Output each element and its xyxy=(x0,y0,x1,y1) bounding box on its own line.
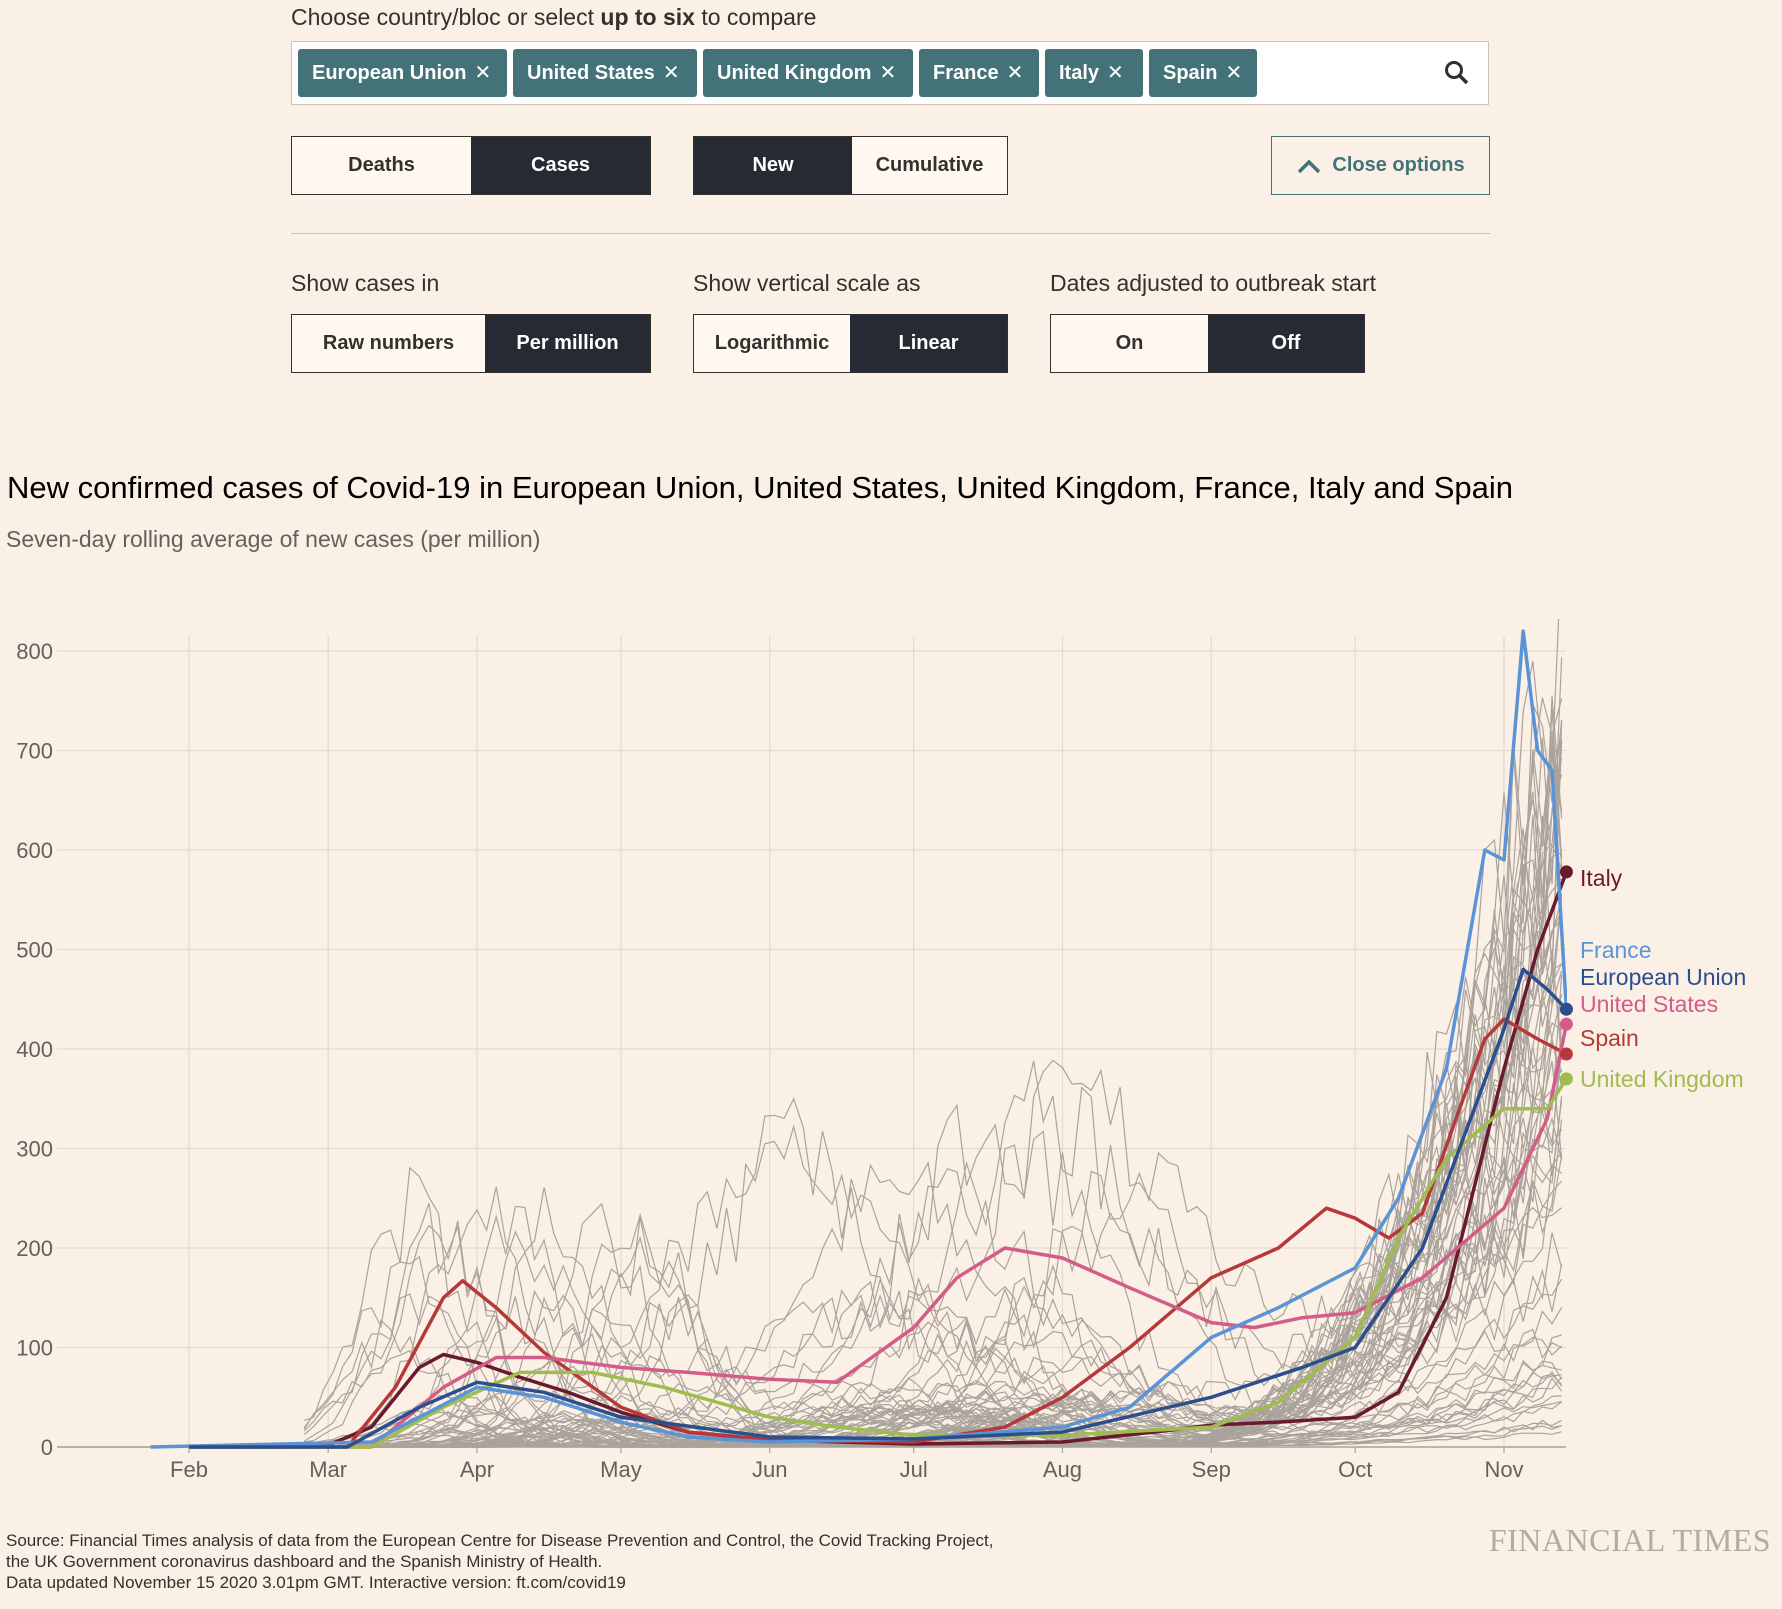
series-line-spain xyxy=(189,1017,1567,1449)
source-line: the UK Government coronavirus dashboard … xyxy=(6,1552,603,1571)
other-country-line xyxy=(303,1255,1562,1448)
deaths-button[interactable]: Deaths xyxy=(292,137,471,194)
y-tick-label: 700 xyxy=(16,739,53,764)
other-country-line xyxy=(304,725,1563,1448)
remove-icon[interactable]: ✕ xyxy=(1006,62,1024,84)
x-tick-label: Apr xyxy=(460,1457,494,1482)
y-tick-label: 100 xyxy=(16,1336,53,1361)
other-country-line xyxy=(304,657,1563,1448)
other-country-line xyxy=(303,1293,1563,1448)
tag-european-union[interactable]: European Union ✕ xyxy=(298,49,507,97)
other-country-line xyxy=(304,1117,1563,1448)
source-note: Source: Financial Times analysis of data… xyxy=(6,1530,993,1593)
other-country-line xyxy=(304,1049,1563,1448)
linear-button[interactable]: Linear xyxy=(850,315,1007,372)
tag-france[interactable]: France ✕ xyxy=(919,49,1039,97)
other-country-line xyxy=(304,774,1563,1448)
y-tick-label: 0 xyxy=(41,1435,53,1460)
scale-toggle[interactable]: Logarithmic Linear xyxy=(693,314,1008,373)
y-tick-label: 300 xyxy=(16,1137,53,1162)
other-country-line xyxy=(304,740,1563,1448)
close-options-button[interactable]: Close options xyxy=(1271,136,1490,195)
units-toggle[interactable]: Raw numbers Per million xyxy=(291,314,651,373)
close-options-label: Close options xyxy=(1332,154,1465,176)
y-tick-label: 500 xyxy=(16,938,53,963)
end-label-italy: Italy xyxy=(1580,865,1623,891)
other-country-line xyxy=(303,892,1563,1448)
x-tick-label: Mar xyxy=(309,1457,347,1482)
end-label-united-states: United States xyxy=(1580,991,1718,1017)
end-marker-united-states xyxy=(1559,1017,1573,1031)
chart-subtitle: Seven-day rolling average of new cases (… xyxy=(6,526,541,552)
other-country-line xyxy=(304,963,1562,1447)
search-icon[interactable] xyxy=(1444,60,1470,86)
tag-italy[interactable]: Italy ✕ xyxy=(1045,49,1143,97)
remove-icon[interactable]: ✕ xyxy=(474,62,492,84)
chart-title: New confirmed cases of Covid-19 in Europ… xyxy=(7,470,1514,505)
other-country-line xyxy=(304,994,1563,1448)
country-selector[interactable]: European Union ✕ United States ✕ United Ki… xyxy=(291,41,1489,105)
x-tick-label: Oct xyxy=(1338,1457,1372,1482)
y-tick-label: 200 xyxy=(16,1236,53,1261)
cases-button[interactable]: Cases xyxy=(471,137,650,194)
mode-toggle[interactable]: New Cumulative xyxy=(693,136,1008,195)
y-tick-label: 800 xyxy=(16,639,53,664)
end-marker-italy xyxy=(1559,865,1573,879)
end-label-france: France xyxy=(1580,937,1652,963)
adjusted-off-button[interactable]: Off xyxy=(1208,315,1364,372)
x-tick-label: Aug xyxy=(1043,1457,1082,1482)
x-tick-label: Jun xyxy=(752,1457,787,1482)
selector-prompt: Choose country/bloc or select up to six … xyxy=(291,4,817,30)
y-tick-label: 600 xyxy=(16,838,53,863)
scale-label: Show vertical scale as xyxy=(693,270,921,296)
other-country-line xyxy=(304,993,1563,1448)
other-country-line xyxy=(304,1376,1563,1448)
ft-logo: FINANCIAL TIMES xyxy=(1488,1522,1771,1558)
x-tick-label: Feb xyxy=(170,1457,208,1482)
x-tick-label: Nov xyxy=(1484,1457,1523,1482)
remove-icon[interactable]: ✕ xyxy=(662,62,680,84)
other-country-line xyxy=(304,896,1563,1448)
new-button[interactable]: New xyxy=(694,137,852,194)
divider xyxy=(291,233,1490,234)
x-tick-label: Jul xyxy=(900,1457,928,1482)
tag-united-states[interactable]: United States ✕ xyxy=(513,49,697,97)
end-label-european-union: European Union xyxy=(1580,964,1746,990)
remove-icon[interactable]: ✕ xyxy=(1225,62,1243,84)
adjusted-on-button[interactable]: On xyxy=(1051,315,1208,372)
y-tick-label: 400 xyxy=(16,1037,53,1062)
remove-icon[interactable]: ✕ xyxy=(1107,62,1124,84)
logarithmic-button[interactable]: Logarithmic xyxy=(694,315,850,372)
metric-toggle[interactable]: Deaths Cases xyxy=(291,136,651,195)
end-label-spain: Spain xyxy=(1580,1025,1639,1051)
x-tick-label: May xyxy=(600,1457,642,1482)
source-line: Source: Financial Times analysis of data… xyxy=(6,1531,994,1550)
adjusted-toggle[interactable]: On Off xyxy=(1050,314,1365,373)
cumulative-button[interactable]: Cumulative xyxy=(852,137,1007,194)
end-marker-united-kingdom xyxy=(1559,1072,1573,1086)
show-cases-label: Show cases in xyxy=(291,270,440,296)
source-line: Data updated November 15 2020 3.01pm GMT… xyxy=(6,1573,626,1592)
remove-icon[interactable]: ✕ xyxy=(879,62,897,84)
series-line-france xyxy=(150,629,1567,1449)
per-million-button[interactable]: Per million xyxy=(485,315,650,372)
other-country-line xyxy=(304,745,1563,1448)
x-tick-label: Sep xyxy=(1192,1457,1231,1482)
end-marker-spain xyxy=(1559,1047,1573,1061)
tag-spain[interactable]: Spain ✕ xyxy=(1149,49,1257,97)
raw-numbers-button[interactable]: Raw numbers xyxy=(292,315,485,372)
end-marker-european-union xyxy=(1559,1002,1573,1016)
other-country-line xyxy=(304,697,1563,1448)
end-label-united-kingdom: United Kingdom xyxy=(1580,1066,1744,1092)
tag-united-kingdom[interactable]: United Kingdom ✕ xyxy=(703,49,913,97)
adjusted-label: Dates adjusted to outbreak start xyxy=(1050,270,1377,296)
other-country-line xyxy=(304,895,1563,1448)
series-line-european-union xyxy=(189,967,1567,1449)
chevron-up-icon xyxy=(1298,159,1321,173)
